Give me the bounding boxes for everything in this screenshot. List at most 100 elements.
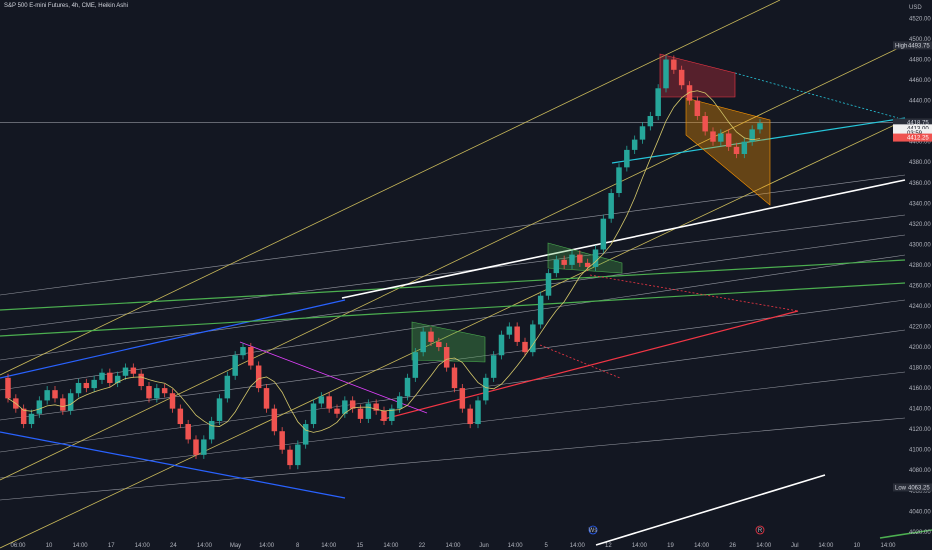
candle-body: [334, 408, 340, 414]
candle-body: [271, 408, 278, 432]
candle-body: [694, 100, 701, 117]
candle-body: [420, 331, 426, 353]
candle-body: [216, 398, 223, 421]
price-tick-label: 4300.00: [909, 242, 931, 248]
trend-line-red-dotted: [589, 274, 799, 312]
time-tick-label: 26: [729, 543, 736, 549]
candle-body: [671, 59, 677, 70]
candle-body: [389, 408, 395, 421]
channel-line-yellow: [0, 119, 906, 549]
candle-body: [5, 377, 11, 399]
candle-body: [224, 375, 231, 399]
event-marker-label: Ws: [589, 528, 598, 534]
last-price-marker-value: 4418.75: [907, 120, 929, 126]
candle-body: [310, 403, 317, 425]
price-tick-label: 4360.00: [909, 181, 931, 187]
channel-line-yellow: [0, 0, 781, 376]
candle-body: [577, 254, 583, 263]
candle-body: [522, 341, 528, 353]
candle-body: [483, 377, 489, 401]
candle-body: [498, 334, 505, 356]
time-tick-label: 10: [854, 543, 861, 549]
time-tick-label: 14:00: [694, 543, 710, 549]
high-marker-label: High: [895, 43, 907, 49]
candle-body: [655, 88, 661, 117]
price-tick-label: 4520.00: [909, 16, 931, 22]
price-tick-label: 4440.00: [909, 99, 931, 105]
time-tick-label: 14:00: [756, 543, 772, 549]
trend-line-green: [0, 282, 906, 337]
candle-body: [631, 139, 638, 150]
candle-body: [506, 326, 513, 335]
time-tick-label: 14:00: [880, 543, 896, 549]
event-marker: [588, 525, 598, 535]
candle-body: [553, 259, 560, 274]
channel-line: [0, 417, 906, 501]
candle-body: [114, 375, 121, 383]
candle-body: [20, 408, 27, 425]
time-tick-label: 06:00: [10, 543, 26, 549]
candle-body: [537, 295, 544, 325]
candle-body: [459, 388, 466, 409]
close-price-marker-bg: [893, 124, 932, 133]
time-tick-label: 14:00: [135, 543, 151, 549]
symbol-header: S&P 500 E-mini Futures, 4h, CME, Heikin …: [4, 3, 128, 9]
trend-line-blue: [0, 299, 346, 379]
candle-body: [373, 403, 379, 411]
candle-body: [357, 408, 364, 419]
candle-body: [467, 408, 473, 425]
candle-body: [733, 146, 740, 155]
candle-body: [490, 355, 497, 378]
candle-body: [647, 116, 654, 127]
price-tick-label: 4060.00: [909, 489, 931, 495]
candle-body: [412, 352, 419, 378]
time-tick-label: 19: [667, 543, 674, 549]
candle-body: [52, 390, 58, 399]
candle-body: [663, 59, 669, 89]
time-tick-label: 8: [296, 543, 300, 549]
candle-body: [83, 382, 90, 389]
candle-body: [584, 262, 591, 267]
moving-average-line: [7, 90, 761, 433]
price-axis: 4020.00 4040.00 4060.00 4080.00 4100.00 4120.…: [909, 16, 931, 535]
price-tick-label: 4100.00: [909, 448, 931, 454]
candle-body: [287, 449, 293, 466]
countdown-marker-bg: [893, 128, 932, 137]
candle-body: [349, 400, 356, 409]
time-tick-label: 14:00: [383, 543, 399, 549]
candle-body: [240, 347, 246, 356]
candle-body: [404, 377, 411, 397]
candle-body: [741, 141, 748, 155]
candle-body: [451, 367, 458, 389]
candle-body: [749, 129, 755, 142]
candle-body: [600, 218, 607, 250]
time-tick-label: May: [230, 543, 241, 549]
time-tick-label: 24: [170, 543, 177, 549]
candle-body: [318, 396, 325, 404]
trend-line-green: [0, 259, 906, 311]
time-tick-label: 17: [108, 543, 115, 549]
price-tick-label: 4280.00: [909, 263, 931, 269]
pattern-red: [659, 53, 736, 98]
low-marker-value: 4063.25: [908, 485, 930, 491]
price-tick-label: 4380.00: [909, 160, 931, 166]
candle-body: [326, 396, 332, 409]
candle-body: [36, 400, 43, 414]
candle-body: [248, 347, 254, 366]
price-tick-label: 4220.00: [909, 324, 931, 330]
candle-body: [624, 149, 630, 168]
candle-body: [686, 85, 693, 101]
time-tick-label: 14:00: [73, 543, 89, 549]
price-tick-label: 4080.00: [909, 468, 931, 474]
time-tick-label: 14:00: [508, 543, 524, 549]
trend-line-green: [879, 529, 932, 539]
candle-body: [530, 324, 536, 353]
candle-body: [608, 193, 614, 219]
event-marker-label: R: [758, 528, 763, 534]
candle-body: [475, 400, 481, 425]
candle-body: [396, 396, 403, 409]
sell-price-marker-value: 4412.25: [907, 136, 929, 142]
candle-body: [44, 390, 50, 401]
